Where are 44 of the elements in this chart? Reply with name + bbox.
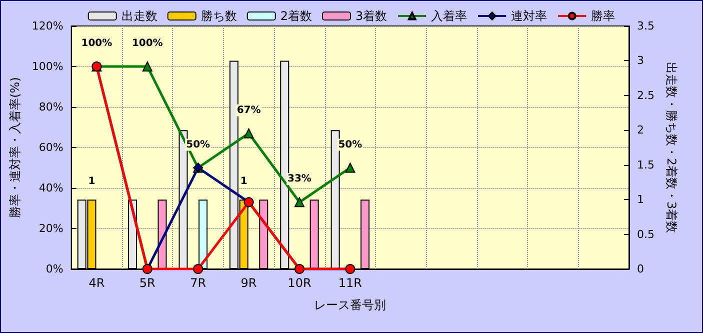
data-label: 1 <box>88 176 96 188</box>
y2-tick-label: 0 <box>637 262 644 276</box>
y-tick-label: 0% <box>46 262 64 276</box>
point <box>142 62 152 72</box>
x-tick-label: 9R <box>240 276 257 290</box>
data-label: 33% <box>288 174 312 185</box>
legend-label: 勝率 <box>591 9 616 23</box>
x-axis-title: レース番号別 <box>314 298 386 312</box>
data-label: 100% <box>132 38 163 49</box>
legend-label: 出走数 <box>121 9 158 23</box>
y-tick-label: 40% <box>38 182 64 194</box>
data-label: 50% <box>338 139 362 150</box>
legend-label: 勝ち数 <box>200 9 237 23</box>
data-label: 50% <box>186 139 210 150</box>
point <box>244 128 254 138</box>
legend-label: 2着数 <box>280 9 312 23</box>
y2-tick-label: 2 <box>637 124 644 137</box>
legend-label: 連対率 <box>511 9 548 23</box>
y-tick-label: 80% <box>38 100 64 114</box>
y2-tick-label: 1.5 <box>637 158 654 172</box>
y2-tick-label: 3.5 <box>637 20 654 32</box>
point <box>193 264 204 274</box>
x-tick-label: 7R <box>190 276 206 290</box>
point <box>345 162 356 173</box>
x-tick-label: 4R <box>88 276 105 290</box>
y2-tick-label: 1 <box>637 193 644 206</box>
data-label: 67% <box>236 104 261 116</box>
y2-tick-label: 3 <box>637 54 644 68</box>
y-axis-title: 勝率・連対率・入着率(%) <box>8 77 22 218</box>
data-label: 100% <box>81 38 112 49</box>
legend-label: 3着数 <box>356 9 388 23</box>
y-tick-label: 20% <box>38 222 64 235</box>
x-tick-label: 10R <box>288 276 312 290</box>
legend-label: 入着率 <box>431 9 468 23</box>
y-tick-label: 120% <box>32 20 64 32</box>
y2-axis-title: 出走数・勝ち数・2着数・3着数 <box>664 62 678 234</box>
x-tick-label: 5R <box>139 276 156 290</box>
y-tick-label: 60% <box>38 141 64 154</box>
y2-tick-label: 0.5 <box>637 228 654 241</box>
y-tick-label: 100% <box>32 60 64 73</box>
data-label: 1 <box>240 176 248 188</box>
point <box>294 197 304 208</box>
x-tick-label: 11R <box>338 276 362 290</box>
y2-tick-label: 2.5 <box>637 88 654 102</box>
